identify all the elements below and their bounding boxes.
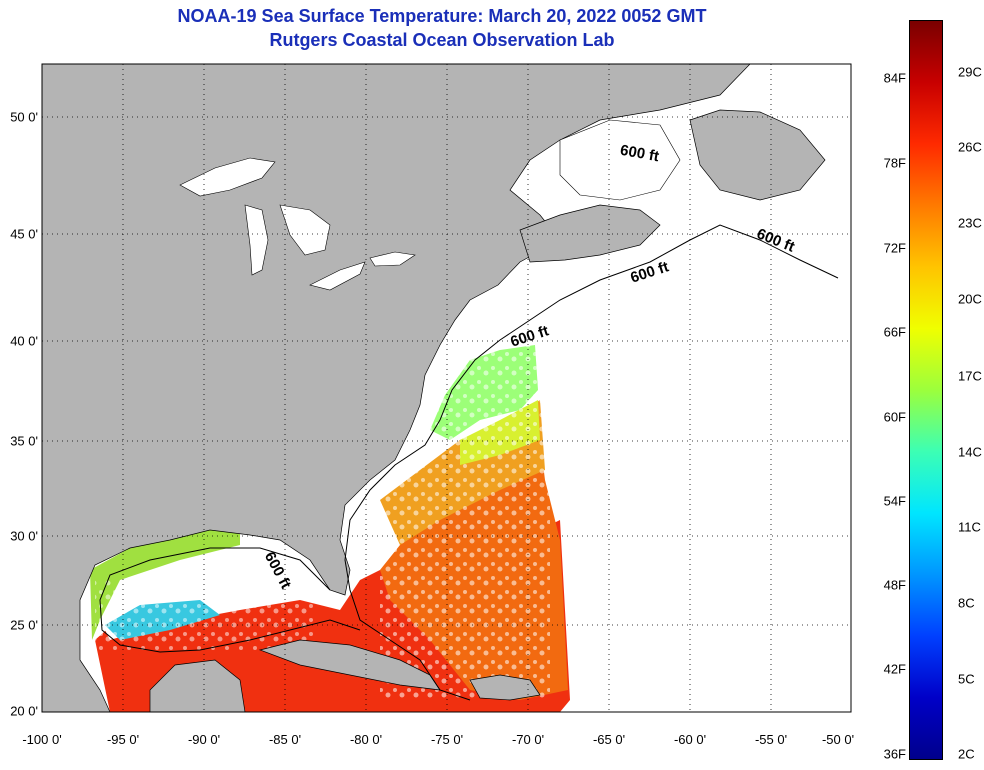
colorbar-c-label: 14C <box>958 444 982 460</box>
contour-600ft <box>344 224 839 701</box>
colorbar-f-label: 72F <box>883 240 906 256</box>
lake-ontario <box>369 251 416 267</box>
lon-tick-label: -50 0' <box>821 732 855 747</box>
lon-tick-label: -65 0' <box>592 732 626 747</box>
lon-tick-label: -55 0' <box>754 732 788 747</box>
cloud-speckles-gulf <box>95 580 315 650</box>
colorbar-f-label: 54F <box>883 493 906 509</box>
colorbar-f-label: 60F <box>883 409 906 425</box>
colorbar-c-label: 17C <box>958 368 982 384</box>
lat-tick-label: 35 0' <box>10 433 38 449</box>
colorbar-c-label: 5C <box>958 671 975 687</box>
land-yucatan <box>149 659 246 712</box>
colorbar-f-label: 42F <box>883 661 906 677</box>
lake-huron <box>279 204 331 256</box>
colorbar-f-label: 84F <box>883 70 906 86</box>
gulf-st-lawrence <box>559 119 681 201</box>
lon-tick-label: -80 0' <box>349 732 383 747</box>
lat-tick-label: 25 0' <box>10 617 38 633</box>
contour-600ft-gulf <box>99 547 361 653</box>
land-north-america <box>42 64 751 712</box>
colorbar-f-label: 66F <box>883 324 906 340</box>
lat-tick-label: 30 0' <box>10 528 38 544</box>
colorbar-c-label: 11C <box>958 519 981 535</box>
colorbar-f-label: 78F <box>883 155 906 171</box>
lake-erie <box>309 261 366 291</box>
land-hispaniola <box>469 674 541 701</box>
lake-superior <box>179 157 276 197</box>
gulf-cool-band <box>90 528 240 640</box>
lat-tick-label: 45 0' <box>10 226 38 242</box>
colorbar-c-label: 26C <box>958 139 982 155</box>
colorbar-f-label: 36F <box>883 746 906 762</box>
colorbar-c-label: 29C <box>958 64 982 80</box>
lon-tick-label: -100 0' <box>22 732 62 747</box>
lon-tick-label: -90 0' <box>187 732 221 747</box>
grid-lines <box>42 64 851 712</box>
colorbar-c-label: 20C <box>958 291 982 307</box>
colorbar-c-label: 8C <box>958 595 975 611</box>
lon-tick-label: -60 0' <box>673 732 707 747</box>
lon-tick-label: -75 0' <box>430 732 464 747</box>
map-title: NOAA-19 Sea Surface Temperature: March 2… <box>177 6 707 26</box>
colorbar-c-label: 23C <box>958 215 982 231</box>
temperature-colorbar <box>909 20 943 760</box>
map-subtitle: Rutgers Coastal Ocean Observation Lab <box>269 30 615 50</box>
lat-tick-label: 50 0' <box>10 109 38 125</box>
lat-tick-label: 40 0' <box>10 333 38 349</box>
lon-tick-label: -95 0' <box>106 732 140 747</box>
lon-tick-label: -70 0' <box>511 732 545 747</box>
lake-michigan <box>244 204 269 276</box>
colorbar-f-label: 48F <box>883 577 906 593</box>
lat-tick-label: 20 0' <box>10 703 38 719</box>
map-frame <box>41 63 852 713</box>
land-newfoundland <box>689 109 826 201</box>
lon-tick-label: -85 0' <box>268 732 302 747</box>
colorbar-c-label: 2C <box>958 746 975 762</box>
land-maritimes <box>519 204 661 263</box>
